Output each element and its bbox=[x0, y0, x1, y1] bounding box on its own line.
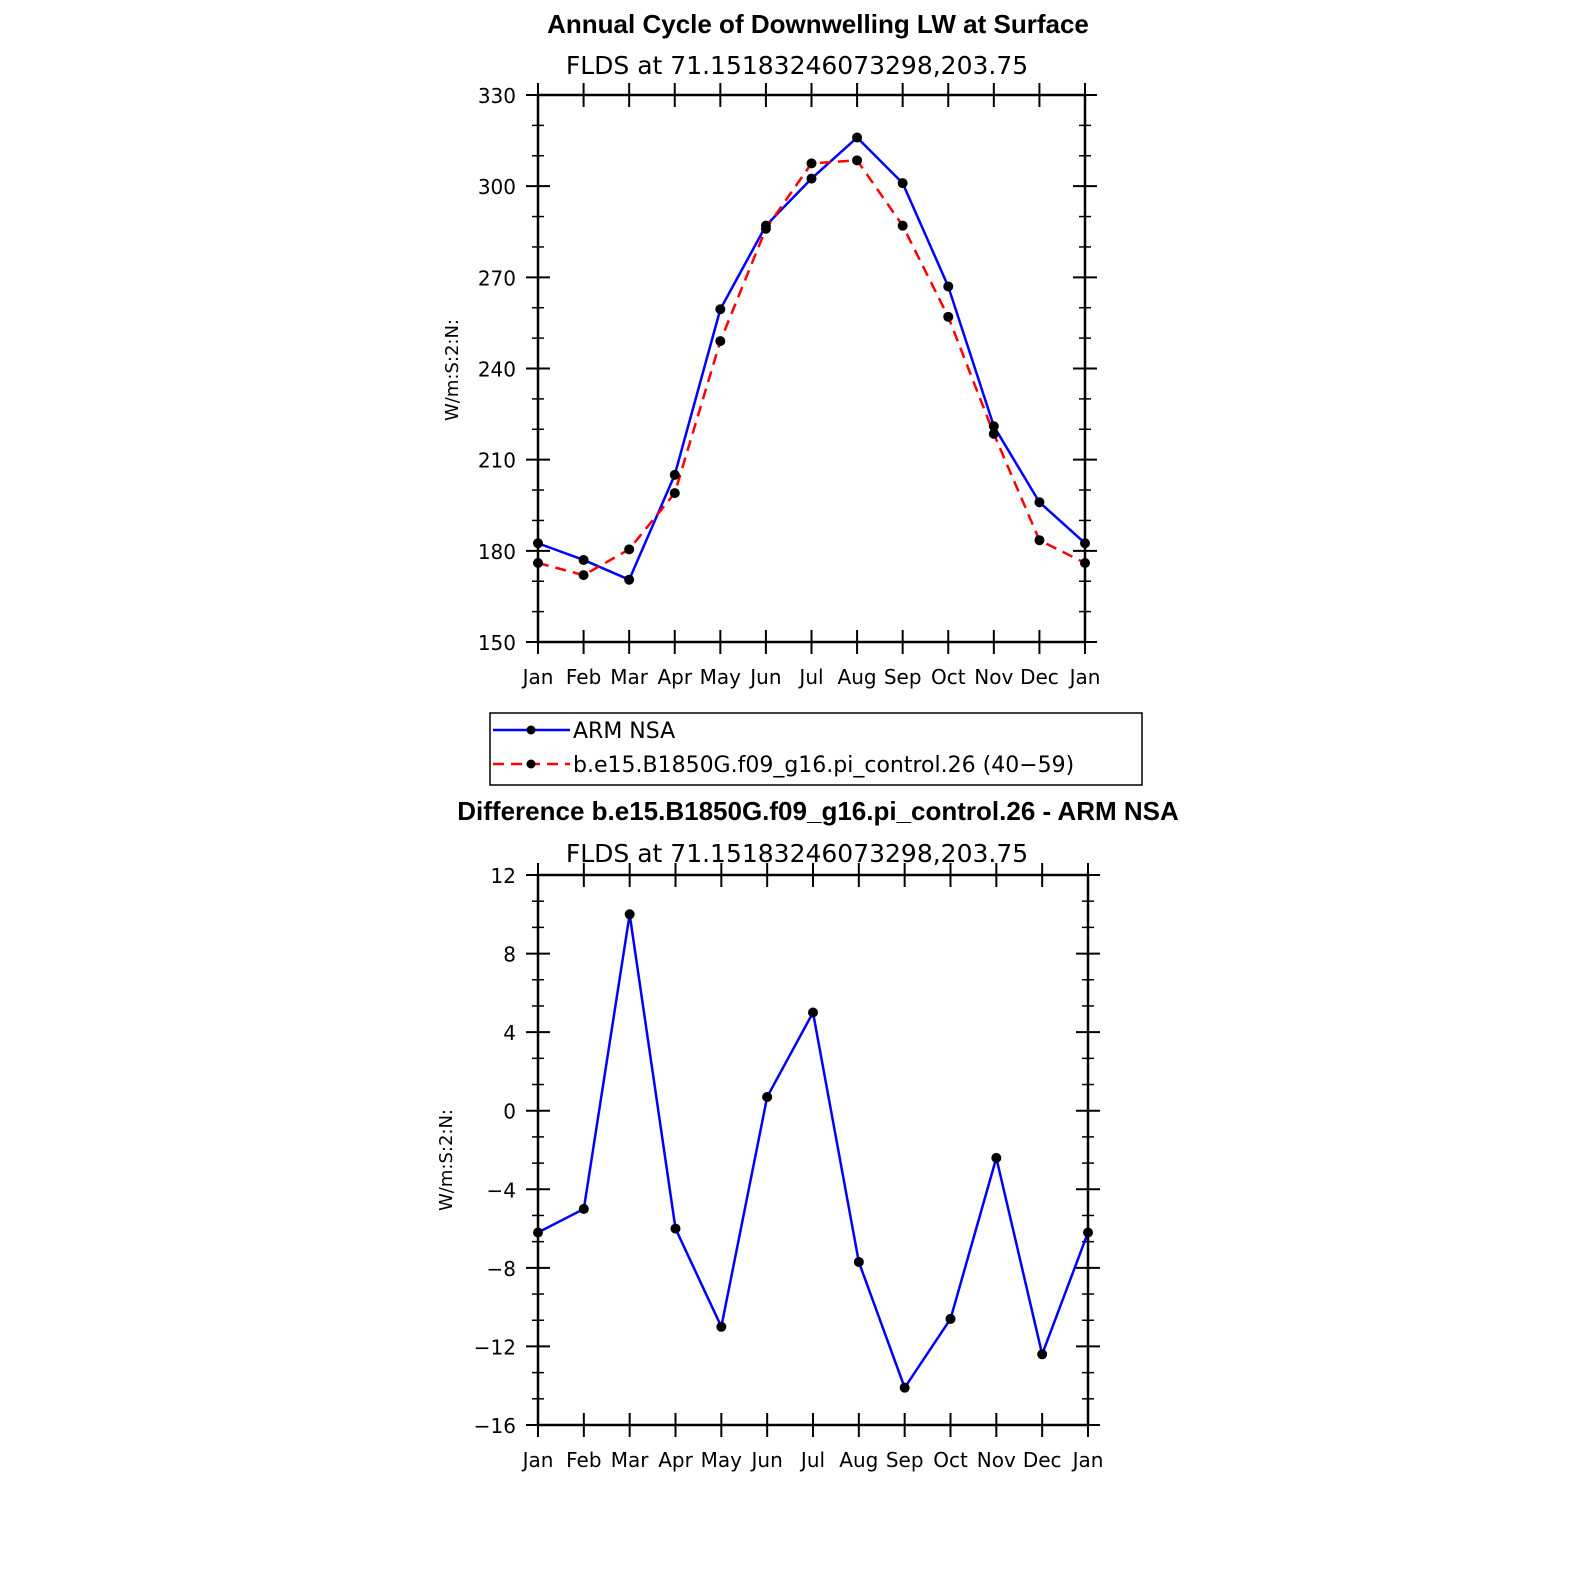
top-chart-series-1-point bbox=[715, 336, 726, 347]
bottom-chart-ytick-label: 0 bbox=[503, 1100, 516, 1124]
top-chart-xtick-label: Feb bbox=[566, 665, 601, 689]
top-chart-plot: 150 180 210 240 270 300 330 Jan Feb Mar Apr May Jun J… bbox=[478, 83, 1101, 689]
bottom-chart-series-0-point bbox=[808, 1007, 818, 1018]
bottom-chart-series-0-point bbox=[624, 909, 635, 920]
top-chart-series-0-point bbox=[1080, 538, 1090, 549]
bottom-chart-series-0-point bbox=[945, 1313, 956, 1324]
bottom-chart-ytick-label: −8 bbox=[487, 1257, 516, 1281]
bottom-chart-xtick-label: Sep bbox=[886, 1448, 924, 1472]
bottom-chart-series-0-point bbox=[762, 1091, 773, 1102]
top-chart-xtick-label: Dec bbox=[1020, 665, 1059, 689]
bottom-chart-series-0-line bbox=[537, 913, 1090, 1389]
bottom-chart-series-0-point bbox=[670, 1223, 681, 1234]
bottom-chart-xtick-label: Oct bbox=[933, 1448, 968, 1472]
bottom-chart-ytick-label: 4 bbox=[503, 1021, 516, 1045]
top-chart-title: Annual Cycle of Downwelling LW at Surfac… bbox=[547, 9, 1089, 39]
top-chart-series-1-point bbox=[578, 570, 589, 581]
bottom-chart-xtick-label: Aug bbox=[839, 1448, 878, 1472]
top-chart-series-0-point bbox=[669, 469, 680, 480]
top-chart-series-1-point bbox=[806, 158, 817, 169]
top-chart-xtick-label: Apr bbox=[657, 665, 692, 689]
top-chart-ytick-label: 240 bbox=[478, 358, 516, 382]
top-chart-xtick-label: Jul bbox=[797, 665, 823, 689]
top-chart-series-1-point bbox=[852, 155, 863, 166]
top-chart-ytick-label: 150 bbox=[478, 631, 516, 655]
top-chart-series-1-point bbox=[897, 220, 908, 231]
bottom-chart-xtick-label: Nov bbox=[977, 1448, 1016, 1472]
bottom-chart-ytick-label: 12 bbox=[491, 864, 516, 888]
top-chart-ylabel: W/m:S:2:N: bbox=[442, 319, 463, 421]
bottom-chart-xtick-label: Mar bbox=[611, 1448, 650, 1472]
top-chart-xtick-label: Sep bbox=[884, 665, 922, 689]
bottom-chart-xtick-label: Apr bbox=[658, 1448, 693, 1472]
legend-marker-arm-nsa bbox=[526, 725, 536, 735]
bottom-chart-series-0-point bbox=[991, 1152, 1002, 1163]
top-chart-xtick-label: Jun bbox=[748, 665, 781, 689]
top-chart-series-0-point bbox=[943, 281, 954, 292]
top-chart-ytick-label: 300 bbox=[478, 175, 516, 199]
bottom-chart-xtick-label: May bbox=[701, 1448, 743, 1472]
top-chart-xtick-label: Jan bbox=[1068, 665, 1101, 689]
top-chart-ytick-label: 180 bbox=[478, 540, 516, 564]
bottom-chart-xtick-label: Jan bbox=[1071, 1448, 1104, 1472]
top-chart-ytick-label: 270 bbox=[478, 266, 516, 290]
bottom-chart-series-0-point bbox=[853, 1256, 864, 1267]
top-chart-series-1-point bbox=[760, 223, 771, 234]
legend-box bbox=[489, 712, 1143, 786]
bottom-chart-xtick-label: Jun bbox=[750, 1448, 783, 1472]
bottom-chart-xtick-label: Jan bbox=[521, 1448, 554, 1472]
top-chart-series-1-point bbox=[533, 557, 543, 568]
top-chart-series-0-point bbox=[897, 178, 908, 189]
bottom-chart-subtitle: FLDS at 71.15183246073298,203.75 bbox=[566, 839, 1028, 868]
bottom-chart-xtick-label: Feb bbox=[566, 1448, 601, 1472]
bottom-chart-series-0-point bbox=[716, 1321, 727, 1332]
bottom-chart-series-0-point bbox=[1037, 1349, 1048, 1360]
legend: ARM NSA b.e15.B1850G.f09_g16.pi_control.… bbox=[489, 712, 1143, 786]
top-chart-series-1-point bbox=[1080, 557, 1090, 568]
top-chart-series-0-line bbox=[537, 136, 1086, 581]
bottom-chart-ytick-label: −12 bbox=[474, 1335, 516, 1359]
top-chart-series-1-point bbox=[943, 311, 954, 322]
top-chart-xtick-label: Jan bbox=[521, 665, 554, 689]
top-chart-series-0-point bbox=[852, 132, 863, 143]
top-chart-series-0-point bbox=[578, 554, 589, 565]
bottom-chart-plot-frame bbox=[536, 873, 1090, 1427]
bottom-chart-xtick-label: Dec bbox=[1023, 1448, 1062, 1472]
bottom-chart-plot: −16 −12 −8 −4 0 4 8 12 Jan Feb Mar Apr May Jun Jul Aug S… bbox=[474, 863, 1104, 1472]
legend-label-arm-nsa: ARM NSA bbox=[573, 719, 675, 744]
top-chart-series-0-point bbox=[624, 574, 635, 585]
top-chart-series-1-point bbox=[624, 544, 635, 555]
top-chart-xtick-label: Nov bbox=[974, 665, 1013, 689]
top-chart-series-1-point bbox=[1034, 535, 1045, 546]
bottom-chart-title: Difference b.e15.B1850G.f09_g16.pi_contr… bbox=[457, 796, 1179, 826]
bottom-chart-series-0-point bbox=[533, 1227, 543, 1238]
legend-label-model: b.e15.B1850G.f09_g16.pi_control.26 (40−5… bbox=[573, 753, 1074, 778]
top-chart-ytick-label: 210 bbox=[478, 449, 516, 473]
top-chart-subtitle: FLDS at 71.15183246073298,203.75 bbox=[566, 51, 1028, 80]
top-chart-xtick-label: Oct bbox=[931, 665, 966, 689]
top-chart-series-1-line bbox=[537, 159, 1086, 577]
bottom-chart-ytick-label: −16 bbox=[474, 1414, 516, 1438]
bottom-chart-series-0-point bbox=[578, 1203, 589, 1214]
top-chart-series-0-point bbox=[806, 173, 817, 184]
legend-marker-model bbox=[526, 759, 536, 769]
top-chart-xtick-label: May bbox=[700, 665, 742, 689]
bottom-chart-xtick-label: Jul bbox=[799, 1448, 825, 1472]
top-chart-series-1-point bbox=[988, 428, 999, 439]
top-chart-series-0-point bbox=[715, 304, 726, 315]
bottom-chart-ytick-label: −4 bbox=[487, 1178, 516, 1202]
top-chart-xtick-label: Aug bbox=[838, 665, 877, 689]
bottom-chart-ytick-label: 8 bbox=[503, 943, 516, 967]
bottom-chart-series-0-point bbox=[899, 1382, 910, 1393]
bottom-chart-ylabel: W/m:S:2:N: bbox=[436, 1109, 457, 1211]
top-chart-ytick-label: 330 bbox=[478, 84, 516, 108]
top-chart-series-0-point bbox=[1034, 497, 1045, 508]
top-chart-series-0-point bbox=[533, 538, 543, 549]
top-chart-series-1-point bbox=[669, 488, 680, 499]
top-chart-series-0-point bbox=[988, 421, 999, 432]
bottom-chart-series-0-point bbox=[1083, 1227, 1093, 1238]
top-chart-xtick-label: Mar bbox=[610, 665, 649, 689]
